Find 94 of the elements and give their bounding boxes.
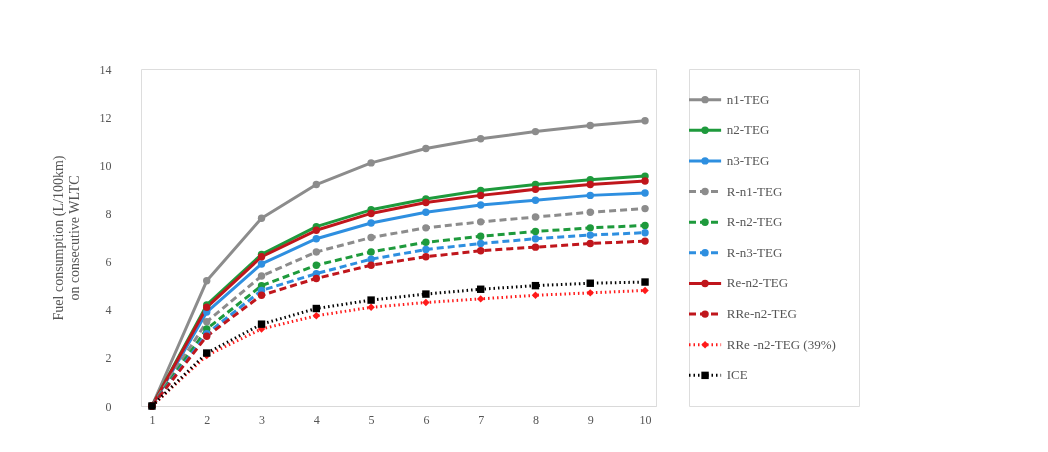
point	[312, 248, 321, 256]
point	[641, 204, 649, 213]
point	[641, 286, 649, 295]
point	[641, 228, 649, 237]
point	[367, 261, 375, 269]
point	[422, 298, 430, 307]
point	[257, 320, 266, 328]
y-tick-label: 12	[99, 110, 112, 125]
point	[257, 214, 266, 222]
point	[531, 127, 540, 136]
point	[586, 121, 594, 130]
x-tick-label: 4	[313, 412, 320, 427]
x-tick-label: 8	[532, 412, 539, 427]
point	[312, 235, 321, 243]
point	[531, 243, 540, 251]
point	[367, 159, 375, 167]
point	[476, 201, 485, 209]
point	[476, 135, 485, 143]
point	[312, 312, 321, 320]
point	[312, 180, 321, 189]
legend-label: ICE	[726, 367, 748, 383]
point	[476, 247, 485, 255]
point	[531, 227, 540, 236]
point	[531, 185, 540, 194]
point	[641, 221, 649, 230]
point	[641, 237, 649, 245]
y-tick-label: 8	[105, 206, 112, 221]
point	[422, 290, 430, 298]
point	[422, 208, 430, 216]
point	[367, 209, 375, 218]
point	[422, 245, 430, 254]
point	[476, 191, 485, 200]
point	[422, 144, 430, 153]
legend-label: n3-TEG	[726, 152, 770, 168]
y-tick-label: 4	[105, 303, 112, 318]
point	[367, 303, 375, 312]
point	[422, 224, 430, 232]
legend-label: RRe -n2-TEG (39%)	[726, 336, 836, 352]
y-tick-label: 0	[105, 399, 112, 414]
x-tick-label: 7	[478, 412, 485, 427]
point	[203, 318, 211, 326]
point	[476, 239, 485, 248]
x-tick-label: 1	[149, 412, 156, 427]
point	[312, 274, 321, 283]
x-tick-label: 9	[587, 412, 594, 427]
point	[312, 226, 321, 234]
point	[641, 117, 649, 125]
point	[531, 291, 540, 299]
point	[422, 253, 430, 261]
point	[641, 278, 649, 286]
point	[422, 238, 430, 247]
point	[586, 231, 594, 239]
point	[586, 191, 594, 200]
point	[203, 277, 211, 285]
point	[531, 213, 540, 221]
x-tick-label: 3	[259, 412, 266, 427]
x-tick-label: 2	[204, 412, 211, 427]
y-tick-label: 10	[99, 158, 112, 173]
point	[586, 180, 594, 189]
point	[476, 218, 485, 226]
legend-label: n1-TEG	[726, 91, 770, 107]
y-tick-label: 2	[105, 351, 112, 366]
x-tick-label: 6	[423, 412, 430, 427]
point	[367, 296, 375, 304]
legend-label: Re-n2-TEG	[726, 275, 789, 291]
point	[367, 255, 375, 263]
legend-label: R-n2-TEG	[726, 214, 783, 230]
legend-label: n2-TEG	[726, 122, 770, 138]
point	[367, 248, 375, 256]
x-tick-label: 10	[639, 412, 652, 427]
point	[422, 198, 430, 207]
point	[531, 235, 540, 243]
point	[586, 239, 594, 248]
point	[531, 196, 540, 204]
point	[367, 233, 375, 242]
point	[641, 177, 649, 185]
legend-label: R-n3-TEG	[726, 244, 783, 260]
point	[476, 232, 485, 240]
legend-label: RRe-n2-TEG	[726, 306, 797, 322]
point	[312, 261, 321, 269]
point	[476, 295, 485, 303]
point	[257, 272, 266, 280]
point	[257, 291, 266, 299]
point	[586, 208, 594, 216]
legend-label: R-n1-TEG	[726, 183, 783, 199]
point	[367, 219, 375, 227]
y-tick-label: 14	[99, 62, 112, 77]
y-axis-title: Fuel consumption (L/100km) on consecutive WLTC	[50, 155, 82, 321]
x-tick-label: 5	[368, 412, 375, 427]
point	[586, 289, 594, 297]
y-tick-label: 6	[105, 255, 112, 270]
point	[641, 189, 649, 197]
point	[257, 260, 266, 268]
point	[586, 224, 594, 232]
